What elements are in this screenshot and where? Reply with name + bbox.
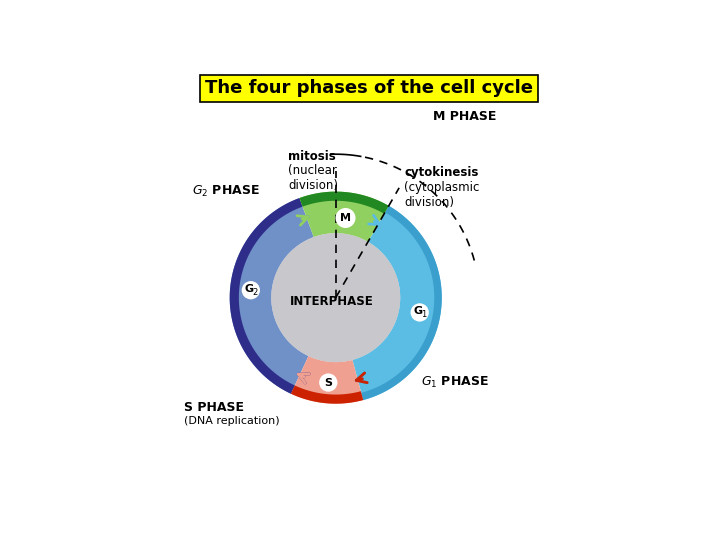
Text: cytokinesis: cytokinesis xyxy=(405,166,479,179)
Text: G: G xyxy=(413,306,423,316)
Circle shape xyxy=(410,303,429,322)
Polygon shape xyxy=(291,356,363,404)
Text: (cytoplasmic: (cytoplasmic xyxy=(405,181,480,194)
Text: M: M xyxy=(340,213,351,223)
Text: (nuclear: (nuclear xyxy=(288,164,337,177)
Polygon shape xyxy=(291,386,363,404)
Polygon shape xyxy=(352,206,442,400)
Text: S PHASE: S PHASE xyxy=(184,401,244,414)
Text: division): division) xyxy=(405,195,454,208)
Circle shape xyxy=(319,374,338,391)
Text: The four phases of the cell cycle: The four phases of the cell cycle xyxy=(205,79,533,97)
Text: 2: 2 xyxy=(252,288,258,297)
Circle shape xyxy=(242,281,260,299)
Text: S: S xyxy=(324,377,333,388)
Text: INTERPHASE: INTERPHASE xyxy=(289,295,374,308)
Text: M PHASE: M PHASE xyxy=(433,110,497,123)
Text: $G_1$ PHASE: $G_1$ PHASE xyxy=(421,375,489,390)
Polygon shape xyxy=(300,192,389,242)
Text: (DNA replication): (DNA replication) xyxy=(184,416,279,426)
Polygon shape xyxy=(300,192,389,214)
Polygon shape xyxy=(230,198,314,394)
Text: mitosis: mitosis xyxy=(288,150,336,163)
Text: G: G xyxy=(245,284,253,294)
Polygon shape xyxy=(361,206,442,400)
Text: division): division) xyxy=(288,179,338,192)
Circle shape xyxy=(271,233,400,362)
Text: $G_2$ PHASE: $G_2$ PHASE xyxy=(192,184,260,199)
Text: 1: 1 xyxy=(421,310,426,320)
Polygon shape xyxy=(230,198,302,394)
Circle shape xyxy=(336,208,356,228)
Circle shape xyxy=(271,233,400,362)
